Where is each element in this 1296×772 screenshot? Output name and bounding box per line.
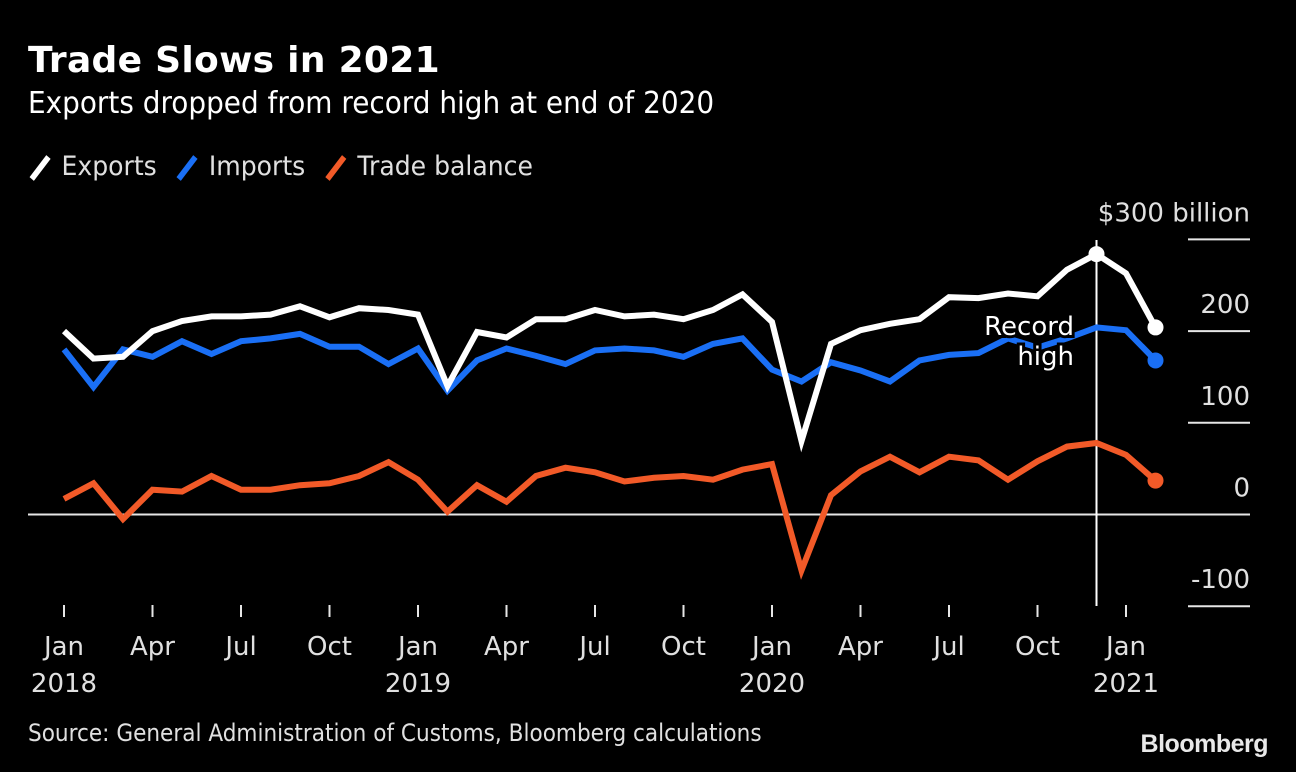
x-tick-label: Jan [750, 632, 792, 662]
x-tick-label: Apr [838, 632, 883, 662]
x-tick-label: Jan [42, 632, 84, 662]
x-tick-label: Jul [223, 632, 256, 662]
y-axis-labels: $300 billion 200 100 0 -100 [1098, 198, 1250, 595]
x-tick-label: Oct [661, 632, 706, 662]
legend-label-imports: Imports [208, 151, 306, 182]
y-tick-label: 200 [1200, 290, 1250, 320]
legend-swatch-exports-icon [29, 154, 51, 181]
legend-item-exports: Exports [28, 151, 157, 182]
series-line-imports [61, 324, 1158, 396]
series-markers [1088, 246, 1164, 489]
x-tick-year-label: 2019 [385, 669, 451, 699]
x-tick-label: Jan [1104, 632, 1146, 662]
series-lines [61, 250, 1159, 580]
x-tick-year-label: 2021 [1093, 669, 1159, 699]
x-tick-label: Oct [307, 632, 352, 662]
chart-subtitle: Exports dropped from record high at end … [28, 86, 715, 121]
x-tick-label: Jul [577, 632, 610, 662]
x-tick-label: Apr [484, 632, 529, 662]
record-high-marker [1088, 246, 1105, 263]
y-tick-label: 0 [1233, 474, 1250, 504]
x-tick-label: Jul [931, 632, 964, 662]
source-note: Source: General Administration of Custom… [28, 719, 762, 747]
legend-label-trade-balance: Trade balance [357, 151, 533, 182]
end-marker-exports [1147, 319, 1164, 336]
x-axis: Jan 2018 Apr Jul Oct Jan 2019 Apr Jul Oct Jan 2020 A… [31, 605, 1159, 699]
chart-title: Trade Slows in 2021 [28, 40, 440, 81]
x-tick-year-label: 2020 [739, 669, 805, 699]
x-tick-label: Apr [130, 632, 175, 662]
series-line-exports [61, 250, 1159, 453]
x-tick-year-label: 2018 [31, 669, 97, 699]
series-line-trade-balance [62, 439, 1158, 580]
y-tick-label: $300 billion [1098, 198, 1250, 228]
end-marker-imports [1147, 352, 1164, 369]
x-tick-label: Jan [396, 632, 438, 662]
bloomberg-logo: Bloomberg [1140, 730, 1269, 758]
x-tick-label: Oct [1015, 632, 1060, 662]
legend-label-exports: Exports [61, 151, 157, 182]
y-tick-label: -100 [1191, 565, 1250, 595]
annotation-text-line: high [1017, 342, 1074, 372]
end-marker-trade-balance [1147, 472, 1164, 489]
legend-item-imports: Imports [175, 151, 305, 182]
legend-swatch-imports-icon [176, 154, 198, 181]
gridlines [28, 238, 1250, 608]
legend: Exports Imports Trade balance [28, 151, 552, 182]
y-tick-label: 100 [1200, 382, 1250, 412]
annotation-text-line: Record [984, 312, 1074, 342]
legend-item-trade-balance: Trade balance [324, 151, 533, 182]
legend-swatch-trade-balance-icon [325, 154, 347, 181]
